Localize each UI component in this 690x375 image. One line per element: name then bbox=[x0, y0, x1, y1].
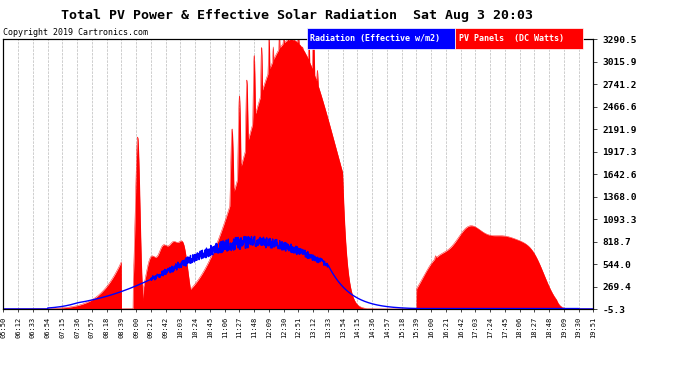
Text: Total PV Power & Effective Solar Radiation  Sat Aug 3 20:03: Total PV Power & Effective Solar Radiati… bbox=[61, 9, 533, 22]
Text: PV Panels  (DC Watts): PV Panels (DC Watts) bbox=[459, 34, 564, 43]
Text: Radiation (Effective w/m2): Radiation (Effective w/m2) bbox=[310, 34, 440, 43]
Text: Copyright 2019 Cartronics.com: Copyright 2019 Cartronics.com bbox=[3, 28, 148, 37]
